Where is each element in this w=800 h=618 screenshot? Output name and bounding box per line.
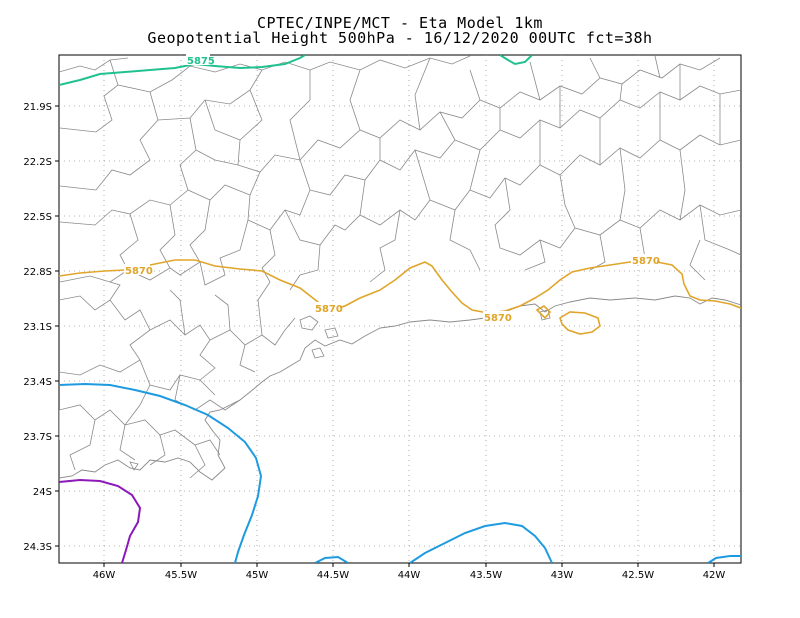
lat-label: 23.1S xyxy=(23,322,52,333)
contour-label-orange-3: 5870 xyxy=(484,313,512,324)
lon-label: 46W xyxy=(93,570,116,581)
axis-ticks xyxy=(55,105,715,567)
contour-blue-south xyxy=(409,521,553,563)
graticule xyxy=(59,55,741,563)
contour-orange-5870-loop xyxy=(559,311,601,335)
lon-label: 44.5W xyxy=(317,570,349,581)
lat-label: 24S xyxy=(33,487,52,498)
plot-frame xyxy=(58,54,742,564)
lon-label: 45.5W xyxy=(165,570,197,581)
coastline xyxy=(59,295,741,481)
lon-label: 42W xyxy=(703,570,726,581)
contour-orange-5870 xyxy=(59,259,741,314)
lat-label: 22.5S xyxy=(23,212,52,223)
contour-label-green: 5875 xyxy=(187,56,215,67)
contour-purple xyxy=(59,478,142,563)
contour-label-bg xyxy=(314,302,340,313)
lat-label: 22.2S xyxy=(23,157,52,168)
municipal-borders xyxy=(59,55,741,479)
contour-green-5875-east xyxy=(499,55,533,66)
contour-label-bg xyxy=(483,311,509,322)
lat-label: 24.3S xyxy=(23,542,52,553)
contour-label-orange-2: 5870 xyxy=(315,304,343,315)
lon-label: 43W xyxy=(551,570,574,581)
lat-label: 23.7S xyxy=(23,432,52,443)
contour-label-bg xyxy=(124,264,150,275)
chart-title-line-1: CPTEC/INPE/MCT - Eta Model 1km xyxy=(257,14,543,32)
contour-blue-west xyxy=(59,382,263,563)
contour-label-orange-4: 5870 xyxy=(632,256,660,267)
lon-label: 42.5W xyxy=(622,570,654,581)
lon-label: 43.5W xyxy=(470,570,502,581)
contour-orange-5870-small xyxy=(535,305,552,320)
contour-label-orange-1: 5870 xyxy=(125,266,153,277)
lon-label: 44W xyxy=(398,570,421,581)
contour-blue-small xyxy=(314,555,349,563)
lat-label: 22.8S xyxy=(23,267,52,278)
lon-label: 45W xyxy=(246,570,269,581)
contour-label-bg xyxy=(186,54,210,65)
chart-title-line-2: Geopotential Height 500hPa - 16/12/2020 … xyxy=(147,29,653,47)
contour-blue-east xyxy=(707,555,741,563)
lat-label: 23.4S xyxy=(23,377,52,388)
lat-label: 21.9S xyxy=(23,102,52,113)
contour-label-bg xyxy=(631,254,657,265)
